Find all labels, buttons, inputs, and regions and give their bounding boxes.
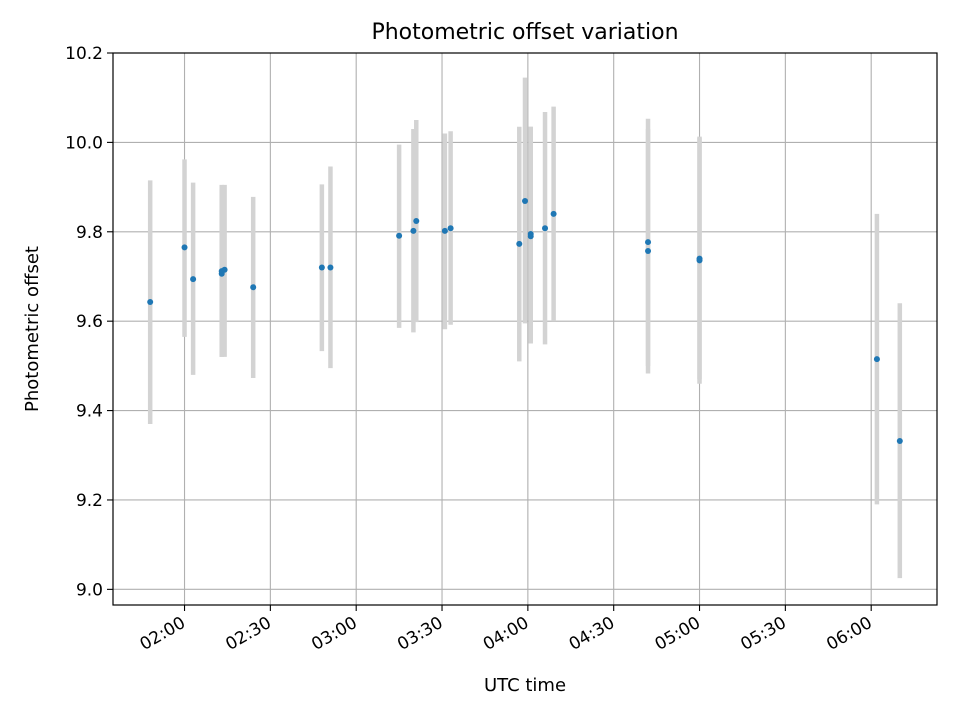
y-axis-label: Photometric offset: [22, 246, 43, 412]
data-point: [190, 276, 197, 283]
data-point: [550, 210, 557, 217]
y-tick-label: 10.2: [65, 44, 103, 64]
x-tick-label: 02:30: [222, 613, 274, 655]
data-point: [447, 225, 454, 232]
data-point: [696, 255, 703, 262]
data-point: [645, 239, 652, 246]
x-tick-label: 03:00: [308, 613, 360, 655]
data-point: [396, 232, 403, 239]
chart-title: Photometric offset variation: [371, 20, 678, 45]
x-tick-label: 04:30: [566, 613, 618, 655]
y-tick-label: 9.4: [76, 402, 103, 422]
data-point: [147, 298, 154, 305]
data-point: [516, 240, 523, 247]
y-tick-label: 9.8: [76, 223, 103, 243]
data-point: [896, 437, 903, 444]
data-point: [410, 227, 417, 234]
y-tick-label: 10.0: [65, 133, 103, 153]
data-point: [645, 248, 652, 255]
x-axis-ticks: 02:00 02:30 03:00 03:30 04:00 04:30 05:00 05:30…: [137, 605, 876, 655]
x-tick-label: 03:30: [394, 613, 446, 655]
x-tick-label: 02:00: [137, 613, 189, 655]
x-tick-label: 05:30: [737, 613, 789, 655]
data-point: [327, 264, 334, 271]
data-point: [413, 218, 420, 225]
data-point: [527, 231, 534, 238]
x-tick-label: 04:00: [480, 613, 532, 655]
y-tick-label: 9.0: [76, 580, 103, 600]
data-point: [522, 197, 528, 204]
data-points: [147, 197, 903, 444]
plot-frame: [112, 52, 938, 606]
x-axis-label: UTC time: [484, 675, 566, 696]
x-tick-label: 06:00: [823, 613, 875, 655]
data-point: [181, 244, 188, 251]
data-point: [250, 284, 257, 291]
y-axis-ticks: 9.0 9.2 9.4 9.6 9.8 10.0 10.2: [65, 44, 113, 600]
data-point: [873, 356, 880, 363]
x-tick-label: 05:00: [652, 613, 704, 655]
data-point: [318, 264, 325, 271]
data-point: [441, 227, 448, 234]
data-point: [542, 225, 549, 232]
data-point: [221, 266, 228, 273]
y-tick-label: 9.6: [76, 312, 103, 332]
y-tick-label: 9.2: [76, 491, 103, 511]
